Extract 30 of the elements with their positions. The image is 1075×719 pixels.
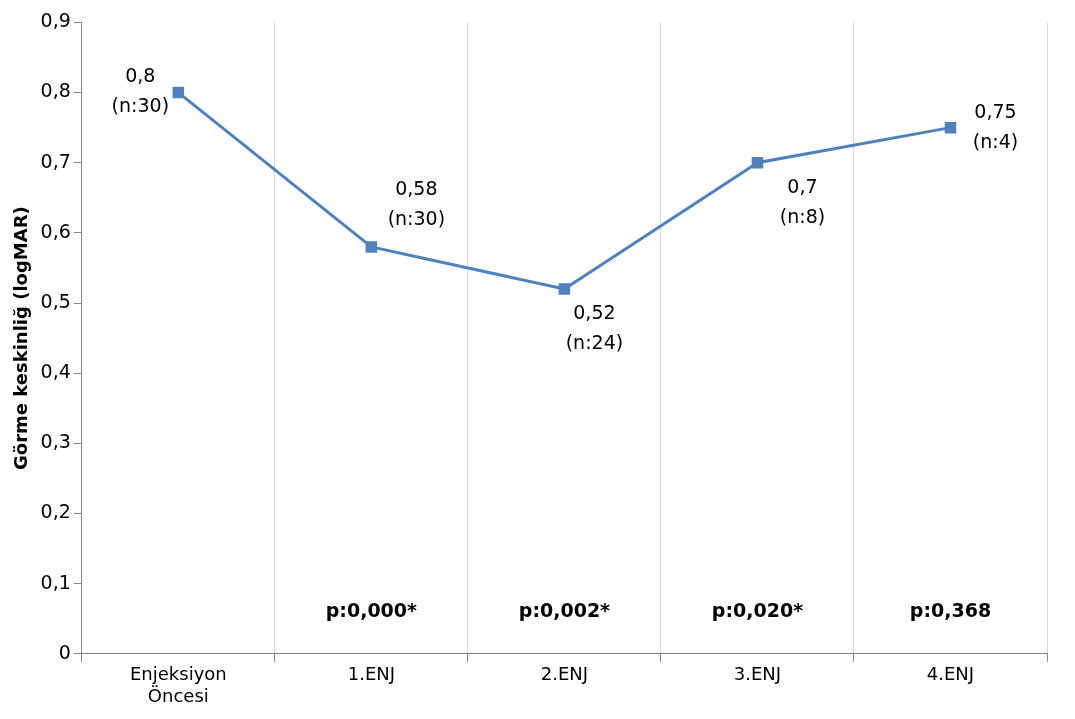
y-tick-label: 0 bbox=[58, 640, 71, 663]
data-label: 0,58 (n:30) bbox=[387, 176, 446, 229]
annotation: p:0,020* bbox=[711, 598, 804, 621]
x-tick-label: Enjeksiyon Öncesi bbox=[129, 663, 227, 706]
y-axis-title: Görme keskinliğ (logMAR) bbox=[10, 206, 32, 470]
y-tick-label: 0,5 bbox=[40, 289, 71, 312]
data-label: 0,75 (n:4) bbox=[972, 99, 1019, 152]
x-tick-label: 3.ENJ bbox=[733, 663, 782, 685]
y-tick-label: 0,4 bbox=[40, 360, 71, 383]
annotation: p:0,368 bbox=[909, 598, 992, 621]
y-tick-label: 0,8 bbox=[40, 79, 71, 102]
x-tick-label: 1.ENJ bbox=[347, 663, 396, 685]
y-tick-label: 0,9 bbox=[40, 9, 71, 32]
y-tick-label: 0,6 bbox=[40, 219, 71, 242]
y-tick-label: 0,3 bbox=[40, 430, 71, 453]
y-tick-label: 0,2 bbox=[40, 500, 71, 523]
data-label: 0,7 (n:8) bbox=[779, 174, 826, 227]
y-tick-label: 0,7 bbox=[40, 149, 71, 172]
point bbox=[944, 121, 957, 134]
data-label: 0,8 (n:30) bbox=[111, 64, 170, 117]
point bbox=[751, 156, 764, 169]
x-tick-label: 4.ENJ bbox=[926, 663, 975, 685]
point bbox=[172, 86, 185, 99]
annotation: p:0,000* bbox=[325, 598, 418, 621]
y-tick-label: 0,1 bbox=[40, 570, 71, 593]
point bbox=[365, 241, 378, 253]
point bbox=[558, 283, 571, 295]
data-label: 0,52 (n:24) bbox=[565, 300, 624, 353]
annotation: p:0,002* bbox=[518, 598, 611, 621]
x-tick-label: 2.ENJ bbox=[540, 663, 589, 685]
